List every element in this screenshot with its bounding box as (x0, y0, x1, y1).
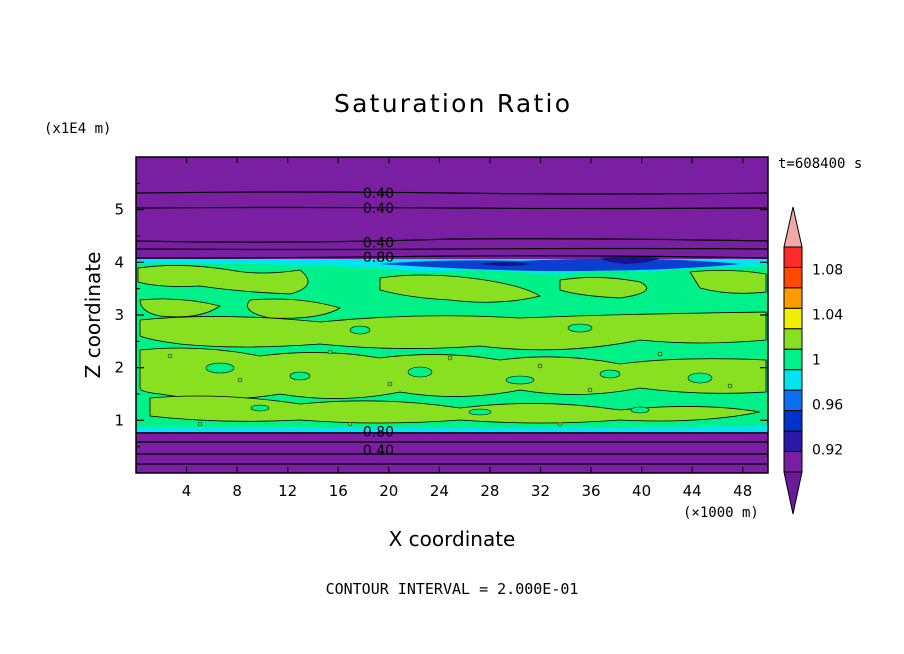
navy-pocket (480, 256, 660, 266)
y-axis-label: Z coordinate (81, 252, 105, 379)
contour-label: 0.40 (363, 235, 394, 251)
colorbar-label: 1.08 (812, 263, 843, 279)
x-tick-label: 8 (232, 482, 242, 500)
chart-title: Saturation Ratio (334, 89, 570, 118)
colorbar-under-arrow (783, 471, 803, 515)
speckles (167, 349, 733, 427)
y-tick-label: 5 (114, 201, 124, 219)
y-tick-label: 4 (114, 253, 124, 271)
colorbar-swatch (783, 246, 803, 268)
colorbar-swatch (783, 266, 803, 289)
colorbar-swatch (783, 369, 803, 391)
contour-label: 0.80 (363, 250, 394, 266)
y-tick-label: 2 (114, 359, 124, 377)
x-unit-label: (×1000 m) (683, 505, 759, 521)
y-tick-label: 1 (114, 411, 124, 429)
green-patches (137, 265, 767, 424)
contour-label: 0.40 (363, 443, 394, 459)
colorbar-swatch (783, 389, 803, 412)
contour-label: 0.80 (363, 424, 394, 440)
plot-area: 0.400.400.400.800.800.40 (136, 157, 768, 473)
blue-pocket (380, 258, 740, 271)
contour-interval-footer: CONTOUR INTERVAL = 2.000E-01 (326, 580, 579, 598)
x-tick-label: 44 (683, 482, 702, 500)
colorbar-swatch (783, 348, 803, 371)
x-axis: 4 8 12 16 20 24 28 32 36 40 44 48 (182, 157, 752, 500)
x-tick-label: 28 (480, 482, 499, 500)
x-tick-label: 24 (430, 482, 449, 500)
y-tick-label: 3 (114, 306, 124, 324)
colorbar-swatch (783, 287, 803, 309)
y-axis: 1 2 3 4 5 (114, 182, 768, 448)
colorbar-over-arrow (783, 206, 803, 248)
colorbar-swatch (783, 328, 803, 350)
contour-lines (136, 191, 768, 465)
time-label: t=608400 s (778, 156, 862, 172)
contour-label: 0.40 (363, 201, 394, 217)
x-tick-label: 16 (329, 482, 348, 500)
x-tick-label: 32 (531, 482, 550, 500)
x-tick-label: 48 (733, 482, 752, 500)
x-tick-label: 4 (182, 482, 192, 500)
y-unit-label: (x1E4 m) (44, 121, 111, 137)
x-axis-label: X coordinate (389, 527, 516, 551)
colorbar: 1.08 1.04 1 0.96 0.92 (783, 206, 843, 515)
colorbar-swatch (783, 430, 803, 453)
colorbar-swatch (783, 307, 803, 330)
colorbar-label: 0.96 (812, 398, 843, 414)
x-tick-label: 20 (379, 482, 398, 500)
contour-label-group: 0.400.400.400.800.800.40 (363, 186, 394, 459)
x-tick-label: 36 (581, 482, 600, 500)
colorbar-label: 1 (812, 353, 821, 369)
colorbar-swatch (783, 451, 803, 473)
colorbar-label: 1.04 (812, 308, 843, 324)
x-tick-label: 40 (632, 482, 651, 500)
x-tick-label: 12 (278, 482, 297, 500)
colorbar-swatch (783, 410, 803, 432)
contour-label: 0.40 (363, 186, 394, 202)
teal-holes (205, 323, 713, 416)
colorbar-label: 0.92 (812, 443, 843, 459)
cyan-fringe-bottom (136, 426, 768, 432)
